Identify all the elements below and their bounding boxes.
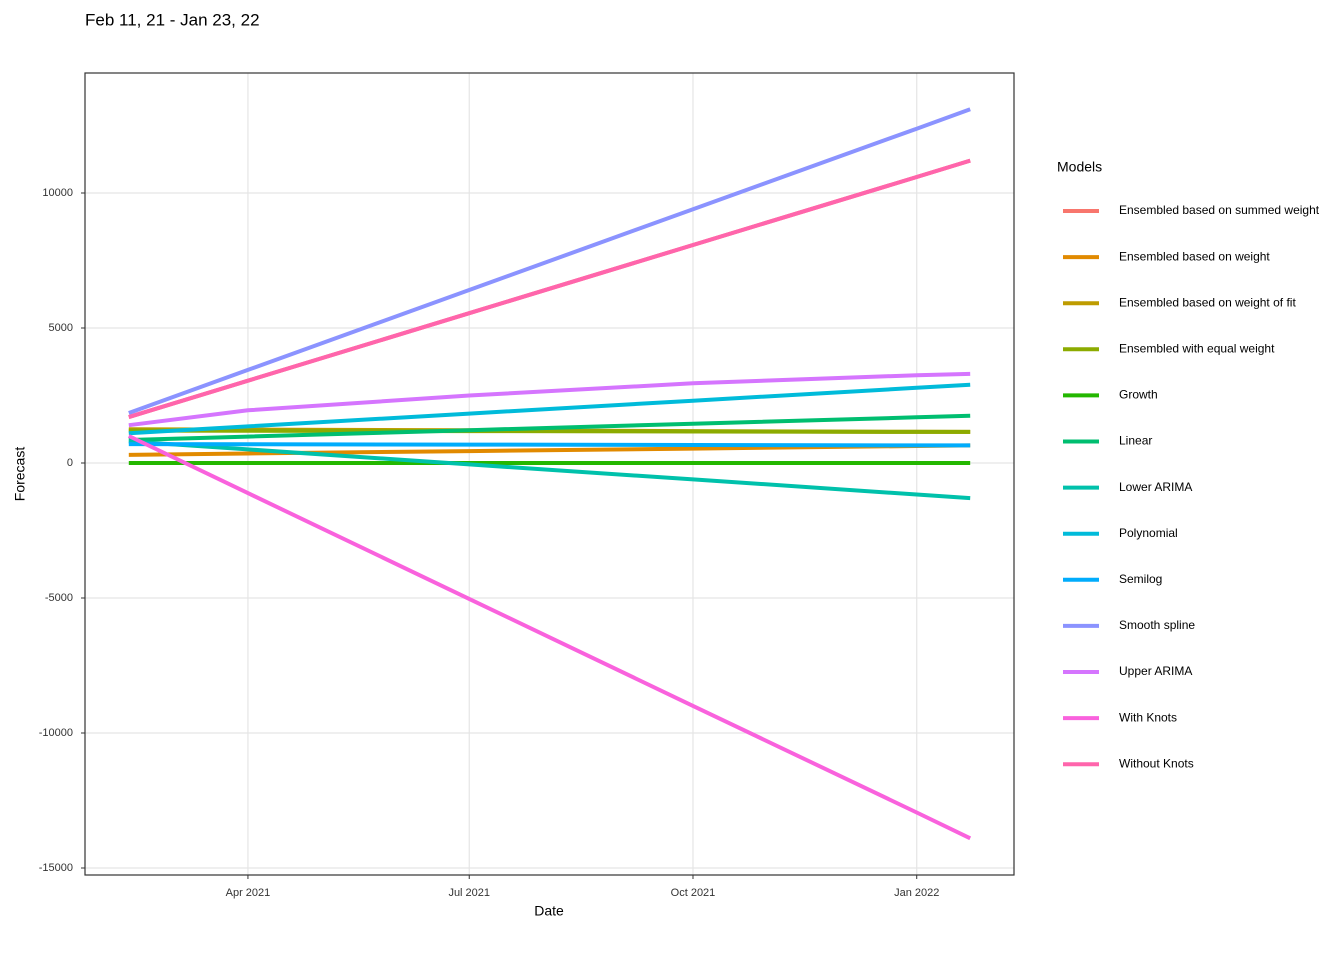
legend-label: Growth <box>1119 388 1158 402</box>
legend-label: With Knots <box>1119 710 1177 724</box>
y-axis-label: Forecast <box>12 447 28 502</box>
legend-label: Upper ARIMA <box>1119 664 1192 678</box>
x-tick-label: Jul 2021 <box>448 887 490 899</box>
series-line <box>128 107 971 415</box>
series-line <box>128 413 971 442</box>
legend-label: Without Knots <box>1119 756 1194 770</box>
legend-label: Ensembled with equal weight <box>1119 341 1275 355</box>
y-tick-label: -15000 <box>39 862 73 874</box>
series-line <box>128 158 971 420</box>
plot-frame <box>84 72 1015 876</box>
legend-label: Linear <box>1119 434 1152 448</box>
x-tick-label: Oct 2021 <box>671 887 716 899</box>
legend-label: Semilog <box>1119 572 1162 586</box>
x-tick-label: Jan 2022 <box>894 887 939 899</box>
legend-label: Lower ARIMA <box>1119 480 1192 494</box>
series-line <box>128 439 971 501</box>
y-tick-label: 5000 <box>49 322 73 334</box>
legend-label: Ensembled based on weight <box>1119 249 1270 263</box>
y-tick-label: 10000 <box>42 187 73 199</box>
x-axis-label: Date <box>534 903 564 919</box>
series-line <box>128 442 971 448</box>
x-tick-label: Apr 2021 <box>226 887 271 899</box>
series-line <box>127 434 972 841</box>
legend-label: Polynomial <box>1119 526 1178 540</box>
legend-label: Ensembled based on summed weight <box>1119 203 1320 217</box>
legend-title: Models <box>1057 159 1102 175</box>
y-tick-label: -5000 <box>45 592 73 604</box>
y-tick-label: 0 <box>67 457 73 469</box>
chart-title: Feb 11, 21 - Jan 23, 22 <box>85 10 260 29</box>
legend-label: Ensembled based on weight of fit <box>1119 295 1296 309</box>
legend-label: Smooth spline <box>1119 618 1195 632</box>
series-line <box>128 371 971 428</box>
series-line <box>128 428 971 434</box>
series-line <box>128 382 971 436</box>
y-tick-label: -10000 <box>39 727 73 739</box>
